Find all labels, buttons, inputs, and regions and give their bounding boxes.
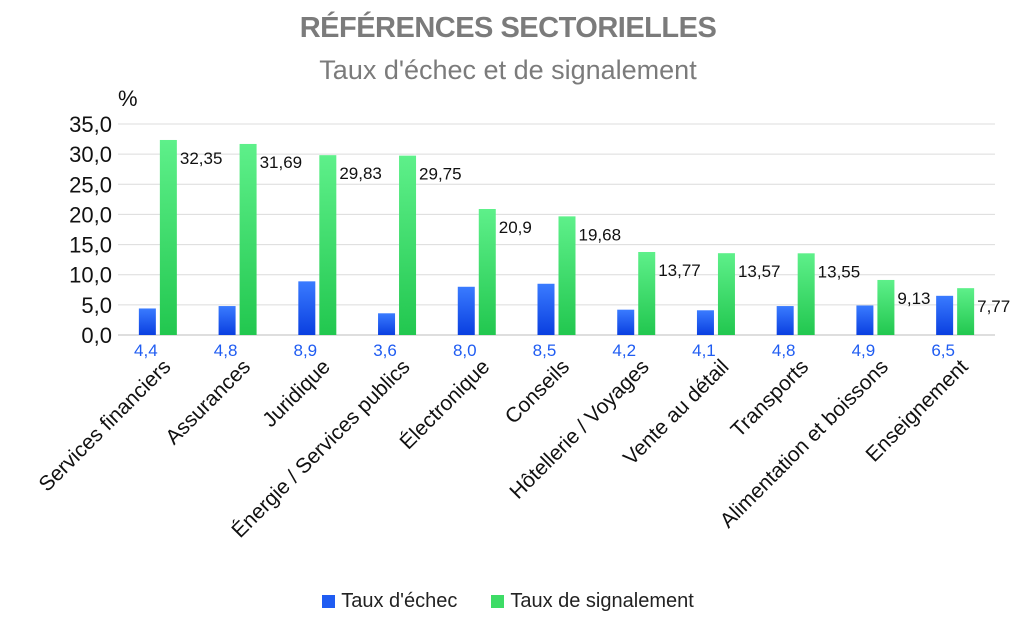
- bar-failure-rate: [138, 308, 156, 335]
- x-category-label: Juridique: [258, 355, 335, 432]
- y-tick-label: 30,0: [69, 142, 112, 167]
- bar-failure-rate: [378, 313, 396, 335]
- y-tick-label: 10,0: [69, 263, 112, 288]
- data-label-reporting: 32,35: [180, 149, 223, 168]
- data-label-failure: 8,5: [533, 341, 557, 360]
- x-category-label: Alimentation et boissons: [716, 355, 893, 532]
- bar-failure-rate: [218, 306, 236, 335]
- bar-failure-rate: [776, 306, 794, 335]
- bar-reporting-rate: [239, 143, 257, 335]
- bar-failure-rate: [696, 310, 714, 335]
- data-label-failure: 4,4: [134, 341, 158, 360]
- bar-reporting-rate: [957, 288, 975, 335]
- data-label-reporting: 9,13: [897, 289, 930, 308]
- y-tick-label: 0,0: [81, 323, 112, 348]
- legend-swatch-blue: [322, 595, 336, 608]
- data-label-reporting: 31,69: [260, 153, 303, 172]
- bar-failure-rate: [537, 283, 555, 335]
- data-label-failure: 4,9: [852, 341, 876, 360]
- data-label-failure: 3,6: [373, 341, 397, 360]
- legend: Taux d'échec Taux de signalement: [0, 590, 1016, 613]
- chart-title: RÉFÉRENCES SECTORIELLES: [299, 12, 717, 44]
- legend-label-failure: Taux d'échec: [341, 590, 458, 612]
- legend-swatch-green: [491, 595, 505, 608]
- bar-reporting-rate: [478, 209, 496, 335]
- y-tick-label: 25,0: [69, 172, 112, 197]
- data-label-failure: 4,1: [692, 341, 716, 360]
- data-label-reporting: 29,75: [419, 165, 462, 184]
- y-tick-label: 35,0: [69, 112, 112, 137]
- legend-item-reporting: Taux de signalement: [491, 590, 694, 613]
- bar-reporting-rate: [797, 253, 815, 335]
- bar-failure-rate: [936, 295, 954, 335]
- data-label-failure: 4,8: [772, 341, 796, 360]
- data-label-reporting: 13,57: [738, 262, 781, 281]
- data-label-failure: 4,2: [612, 341, 636, 360]
- bar-failure-rate: [298, 281, 316, 335]
- y-tick-label: 15,0: [69, 233, 112, 258]
- x-category-label: Hôtellerie / Voyages: [505, 355, 653, 503]
- data-label-reporting: 20,9: [499, 218, 532, 237]
- y-tick-label: 5,0: [81, 293, 112, 318]
- bars: [138, 139, 975, 335]
- data-label-reporting: 29,83: [339, 164, 382, 183]
- legend-label-reporting: Taux de signalement: [510, 590, 694, 612]
- data-label-reporting: 19,68: [579, 225, 622, 244]
- bar-reporting-rate: [638, 251, 656, 335]
- bar-reporting-rate: [717, 253, 735, 335]
- data-label-reporting: 13,55: [818, 262, 861, 281]
- legend-item-failure: Taux d'échec: [322, 590, 457, 613]
- data-label-failure: 4,8: [214, 341, 238, 360]
- gridlines: [118, 123, 995, 336]
- x-category-label: Transports: [727, 355, 814, 442]
- data-label-failure: 8,0: [453, 341, 477, 360]
- bar-reporting-rate: [399, 155, 417, 335]
- bar-reporting-rate: [558, 216, 576, 335]
- data-label-reporting: 7,77: [977, 297, 1010, 316]
- bar-failure-rate: [617, 309, 635, 335]
- data-label-failure: 8,9: [293, 341, 317, 360]
- bar-reporting-rate: [319, 155, 337, 335]
- chart-subtitle: Taux d'échec et de signalement: [319, 55, 697, 85]
- y-tick-label: 20,0: [69, 202, 112, 227]
- bar-failure-rate: [856, 305, 874, 335]
- x-category-label: Services financiers: [35, 355, 176, 496]
- bar-reporting-rate: [877, 279, 895, 335]
- bar-failure-rate: [457, 286, 475, 335]
- data-label-reporting: 13,77: [658, 261, 701, 280]
- y-axis-label: %: [118, 86, 138, 111]
- x-category-label: Conseils: [501, 355, 574, 428]
- data-label-failure: 6,5: [931, 341, 955, 360]
- x-category-label: Assurances: [161, 355, 255, 449]
- bar-reporting-rate: [159, 139, 177, 335]
